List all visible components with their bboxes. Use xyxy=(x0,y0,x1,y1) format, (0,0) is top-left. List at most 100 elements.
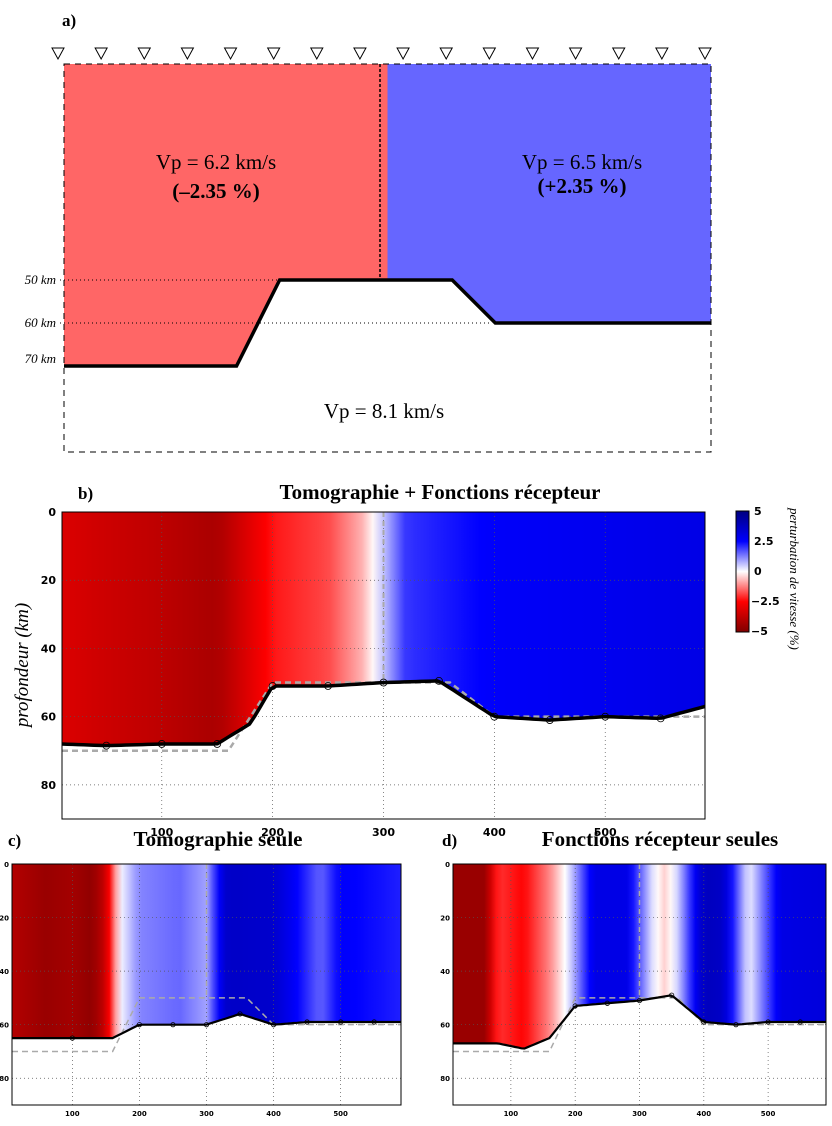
moho-node xyxy=(797,1019,803,1025)
moho-node xyxy=(733,1022,739,1028)
moho-node xyxy=(304,1019,310,1025)
y-tick-label: 20 xyxy=(440,915,450,923)
y-tick-label: 0 xyxy=(4,861,9,869)
moho-node xyxy=(237,1011,243,1017)
colorbar-tick-0: 0 xyxy=(754,565,762,578)
y-tick-label: 0 xyxy=(48,506,56,519)
moho-node xyxy=(371,1019,377,1025)
moho-node xyxy=(669,992,675,998)
moho-node xyxy=(636,997,643,1004)
moho-node xyxy=(213,740,222,748)
y-tick-label: 60 xyxy=(0,1022,9,1030)
station-triangle xyxy=(568,47,583,61)
x-tick-label: 400 xyxy=(483,826,506,839)
moho-node xyxy=(170,1022,176,1028)
station-triangle xyxy=(611,47,626,61)
moho-node xyxy=(604,1000,610,1006)
x-tick-label: 500 xyxy=(333,1110,348,1118)
panel-b-title: Tomographie + Fonctions récepteur xyxy=(280,480,601,504)
moho-node xyxy=(69,1035,75,1041)
station-triangle xyxy=(353,47,367,61)
moho-node xyxy=(268,682,277,690)
moho-node xyxy=(601,712,610,721)
moho-node xyxy=(270,1022,277,1028)
station-triangle xyxy=(266,47,281,61)
x-tick-label: 400 xyxy=(266,1110,281,1118)
true-moho-line xyxy=(453,997,826,1053)
plot-frame xyxy=(11,863,402,1106)
depth-label-50: 50 km xyxy=(25,272,56,287)
true-moho-line xyxy=(12,997,401,1053)
true-moho-line xyxy=(64,278,711,368)
panel-d-plot: 100 200 300 400 500 0 20 40 60 80 xyxy=(440,861,827,1118)
station-markers xyxy=(51,47,712,61)
x-tick-label: 100 xyxy=(65,1110,80,1118)
moho-node xyxy=(338,1019,344,1025)
left-crust-block xyxy=(64,64,388,366)
y-tick-label: 80 xyxy=(41,779,57,792)
moho-node xyxy=(656,714,665,723)
panel-b-ylabel: profondeur (km) xyxy=(12,603,33,729)
moho-node xyxy=(102,741,111,750)
x-tick-label: 400 xyxy=(696,1110,711,1118)
y-tick-label: 40 xyxy=(0,968,9,976)
estimated-moho-line xyxy=(453,994,826,1050)
station-triangle xyxy=(396,47,410,61)
moho-node xyxy=(545,716,554,724)
panel-d-label: d) xyxy=(442,831,457,850)
right-perturbation-label: (+2.35 %) xyxy=(538,174,627,198)
moho-node xyxy=(324,682,332,690)
station-triangle xyxy=(180,47,195,61)
station-triangle xyxy=(94,47,108,61)
y-tick-label: 80 xyxy=(0,1075,9,1083)
x-tick-label: 300 xyxy=(199,1110,214,1118)
panel-b: b) Tomographie + Fonctions récepteur pro… xyxy=(12,480,802,839)
station-triangle xyxy=(439,47,454,61)
panel-d-title: Fonctions récepteur seules xyxy=(542,827,778,851)
panel-a: a) Vp = 6.2 km/s (–2.35 %) Vp = 6.5 km/s… xyxy=(25,11,712,453)
depth-label-70: 70 km xyxy=(25,351,56,366)
x-tick-label: 500 xyxy=(761,1110,776,1118)
y-tick-label: 80 xyxy=(440,1075,450,1083)
moho-node xyxy=(572,1003,578,1009)
left-vp-label: Vp = 6.2 km/s xyxy=(156,150,276,174)
colorbar: 5 2.5 0 −2.5 −5 perturbation de vitesse … xyxy=(735,505,802,650)
x-tick-label: 500 xyxy=(594,826,617,839)
y-tick-label: 20 xyxy=(0,915,9,923)
x-tick-label: 100 xyxy=(504,1110,519,1118)
station-triangle xyxy=(137,47,152,61)
x-tick-label: 200 xyxy=(568,1110,583,1118)
panel-c-plot: 100 200 300 400 500 0 20 40 60 80 xyxy=(0,861,402,1118)
x-tick-label: 300 xyxy=(372,826,395,839)
x-tick-label: 200 xyxy=(261,826,284,839)
moho-node xyxy=(136,1022,143,1028)
plot-frame xyxy=(452,863,827,1106)
x-tick-label: 100 xyxy=(150,826,173,839)
panel-c: c) Tomographie seule 100 200 300 400 500 0 20 4… xyxy=(0,827,402,1118)
panel-d: d) Fonctions récepteur seules 100 200 300 4… xyxy=(440,827,827,1118)
moho-node xyxy=(157,740,166,748)
moho-node xyxy=(379,678,388,687)
moho-node xyxy=(701,1019,707,1025)
estimated-moho-line xyxy=(12,1013,401,1040)
right-crust-block xyxy=(387,64,711,323)
station-triangle xyxy=(525,47,540,61)
station-triangle xyxy=(51,47,65,61)
moho-node xyxy=(765,1019,771,1025)
station-triangle xyxy=(309,47,324,61)
panel-c-title: Tomographie seule xyxy=(134,827,303,851)
station-triangle xyxy=(223,47,238,61)
station-triangle xyxy=(655,47,669,61)
colorbar-tick-neg-5: −5 xyxy=(751,625,768,638)
left-perturbation-label: (–2.35 %) xyxy=(172,179,260,203)
y-tick-label: 40 xyxy=(440,968,450,976)
panel-a-label: a) xyxy=(62,11,76,30)
moho-node xyxy=(203,1022,210,1028)
right-vp-label: Vp = 6.5 km/s xyxy=(522,150,642,174)
depth-label-60: 60 km xyxy=(25,315,56,330)
station-triangle xyxy=(698,47,712,61)
panel-b-plot: 100 200 300 400 500 0 20 40 60 80 xyxy=(41,506,706,839)
y-tick-label: 20 xyxy=(41,574,57,587)
y-tick-label: 60 xyxy=(41,711,57,724)
